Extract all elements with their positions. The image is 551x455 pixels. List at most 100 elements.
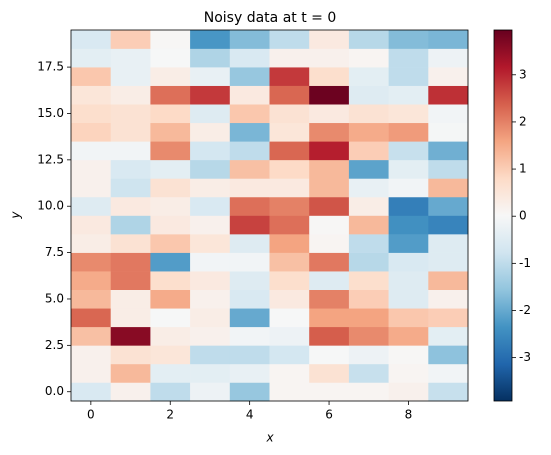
cell	[388, 308, 429, 328]
cell	[309, 345, 350, 365]
cell	[150, 67, 191, 86]
cell	[348, 30, 389, 49]
cell	[309, 159, 350, 179]
cell	[269, 67, 310, 86]
cell	[71, 104, 111, 124]
y-tick-label: 2.5	[45, 338, 64, 352]
cell	[428, 178, 469, 198]
cell	[309, 271, 350, 290]
cell	[190, 289, 231, 309]
cell	[309, 196, 350, 216]
cell	[428, 326, 469, 346]
cell	[71, 308, 111, 328]
cell	[348, 345, 389, 365]
cell	[190, 234, 231, 253]
cell	[309, 234, 350, 253]
cell	[190, 30, 231, 49]
cell	[309, 308, 350, 328]
cell	[190, 345, 231, 365]
cell	[110, 196, 151, 216]
cell	[309, 104, 350, 124]
colorbar-tick-label: 1	[519, 162, 527, 176]
cell	[309, 215, 350, 235]
y-tick-label: 17.5	[37, 60, 64, 74]
cell	[229, 141, 270, 161]
cell	[388, 85, 429, 105]
cell	[428, 159, 469, 179]
cell	[110, 159, 151, 179]
cell	[229, 48, 270, 68]
cell	[110, 289, 151, 309]
cell	[428, 252, 469, 272]
cell	[229, 122, 270, 142]
cell	[190, 308, 231, 328]
cell	[348, 122, 389, 142]
cell	[348, 178, 389, 198]
cell	[190, 363, 231, 383]
cell	[309, 122, 350, 142]
cell	[150, 215, 191, 235]
cell	[388, 234, 429, 253]
y-axis-label: y	[9, 211, 23, 220]
cell	[428, 308, 469, 328]
cell	[388, 48, 429, 68]
cell	[229, 67, 270, 86]
cell	[388, 215, 429, 235]
cell	[428, 30, 469, 49]
cell	[190, 178, 231, 198]
cell	[388, 345, 429, 365]
cell	[110, 48, 151, 68]
cell	[110, 252, 151, 272]
cell	[110, 122, 151, 142]
cell	[110, 363, 151, 383]
cell	[229, 345, 270, 365]
cell	[110, 178, 151, 198]
cell	[269, 122, 310, 142]
cell	[388, 104, 429, 124]
cell	[428, 382, 469, 402]
cell	[110, 271, 151, 290]
x-tick-label: 4	[246, 408, 254, 422]
cell	[269, 252, 310, 272]
cell	[190, 85, 231, 105]
cell	[150, 122, 191, 142]
cell	[229, 196, 270, 216]
cell	[269, 271, 310, 290]
cell	[190, 326, 231, 346]
cell	[150, 196, 191, 216]
cell	[269, 141, 310, 161]
cell	[309, 67, 350, 86]
cell	[190, 104, 231, 124]
cell	[229, 252, 270, 272]
cell	[71, 345, 111, 365]
cell	[110, 30, 151, 49]
y-tick-label: 10.0	[37, 199, 64, 213]
cell	[348, 289, 389, 309]
cell	[309, 48, 350, 68]
cell	[150, 363, 191, 383]
cell	[190, 215, 231, 235]
cell	[229, 271, 270, 290]
cell	[388, 363, 429, 383]
cell	[110, 141, 151, 161]
y-tick-label: 7.5	[45, 245, 64, 259]
cell	[428, 85, 469, 105]
cell	[269, 178, 310, 198]
cell	[388, 122, 429, 142]
cell	[269, 382, 310, 402]
colorbar	[493, 29, 513, 402]
cell	[269, 215, 310, 235]
cell	[150, 326, 191, 346]
cell	[150, 104, 191, 124]
cell	[428, 271, 469, 290]
cell	[348, 48, 389, 68]
cell	[269, 30, 310, 49]
cell	[71, 271, 111, 290]
colorbar-tick-label: -3	[519, 350, 531, 364]
cell	[269, 326, 310, 346]
y-tick-label: 0.0	[45, 384, 64, 398]
cell	[110, 382, 151, 402]
cell	[71, 215, 111, 235]
cell	[229, 289, 270, 309]
cell	[150, 382, 191, 402]
